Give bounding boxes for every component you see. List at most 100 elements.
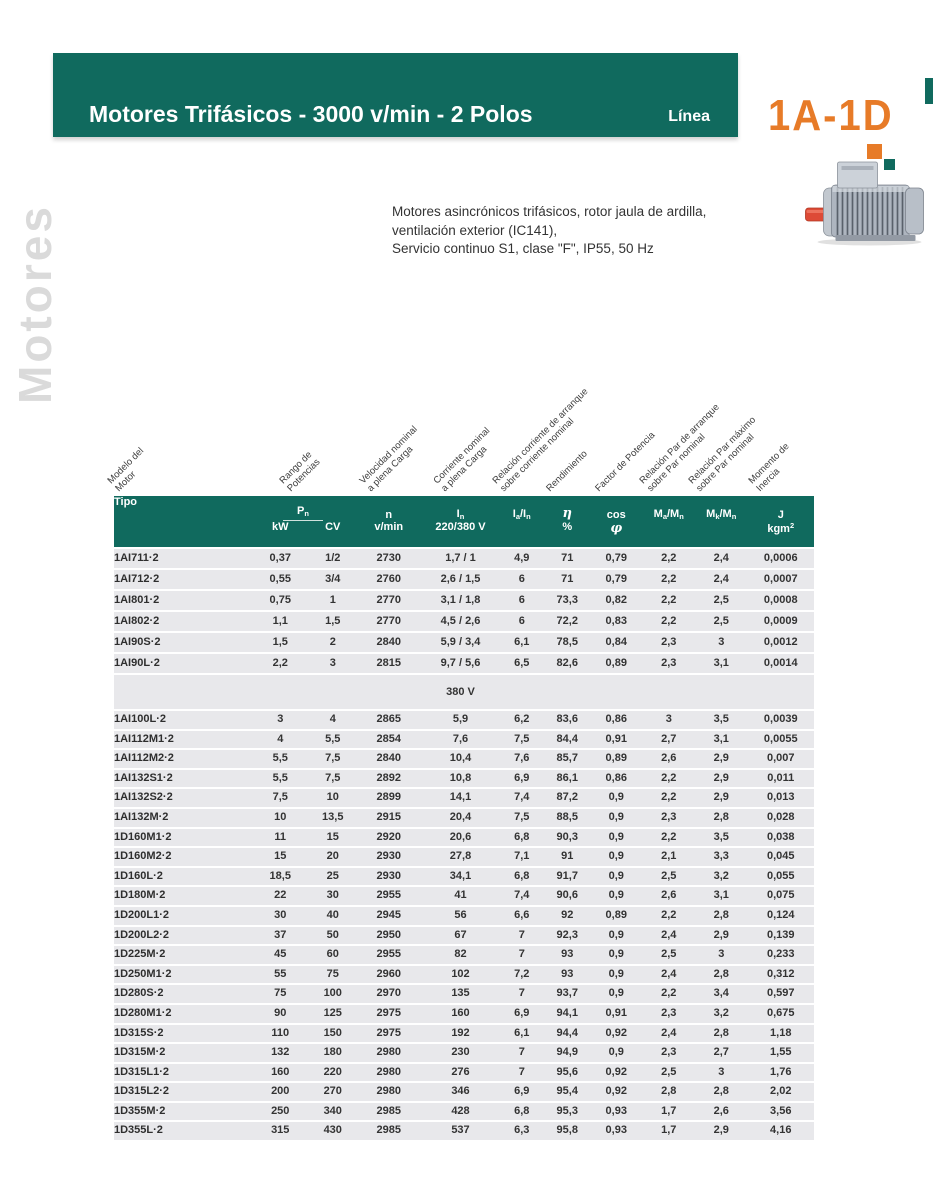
value-cell: 0,9 — [590, 788, 643, 809]
value-cell: 20,4 — [422, 807, 499, 829]
separator-cell — [250, 674, 310, 711]
value-cell: 10,8 — [422, 768, 499, 790]
value-cell: 2,6 — [695, 1101, 748, 1123]
value-cell: 1,18 — [747, 1023, 814, 1045]
value-cell: 2,8 — [695, 1023, 748, 1045]
value-cell: 6,1 — [499, 1023, 545, 1045]
value-cell: 90 — [250, 1003, 310, 1025]
value-cell: 56 — [422, 905, 499, 927]
header-cell: cos — [590, 496, 643, 521]
value-cell: 0,675 — [747, 1003, 814, 1025]
model-cell: 1D200L1·2 — [114, 905, 251, 927]
value-cell: 7 — [499, 925, 545, 947]
table-row: 1D200L1·2 30 40 2945 56 6,6 92 0,89 2,2 2,8 0,124 — [114, 905, 814, 927]
value-cell: 0,82 — [590, 590, 643, 612]
value-cell: 7,2 — [499, 964, 545, 986]
value-cell: 276 — [422, 1062, 499, 1084]
table-row: 1D200L2·2 37 50 2950 67 7 92,3 0,9 2,4 2,9 0,139 — [114, 925, 814, 947]
value-cell: 2,9 — [695, 788, 748, 809]
separator-cell — [544, 674, 590, 711]
value-cell: 0,0039 — [747, 710, 814, 731]
value-cell: 537 — [422, 1121, 499, 1143]
model-cell: 1D160M2·2 — [114, 847, 251, 868]
value-cell: 3 — [695, 1062, 748, 1084]
value-cell: 135 — [422, 984, 499, 1005]
value-cell: 67 — [422, 925, 499, 947]
value-cell: 88,5 — [544, 807, 590, 829]
table-row: 1AI100L·2 3 4 2865 5,9 6,2 83,6 0,86 3 3,5 0,0039 — [114, 710, 814, 731]
value-cell: 50 — [310, 925, 356, 947]
value-cell: 2840 — [355, 632, 422, 654]
vertical-motores-label: Motores — [9, 204, 61, 404]
value-cell: 2,9 — [695, 1121, 748, 1143]
value-cell: 34,1 — [422, 866, 499, 888]
value-cell: 45 — [250, 945, 310, 966]
value-cell: 2970 — [355, 984, 422, 1005]
series-badge: 1A-1D — [768, 92, 894, 140]
value-cell: 1,7 — [642, 1101, 695, 1123]
value-cell: 2,8 — [642, 1082, 695, 1103]
value-cell: 3,1 — [695, 653, 748, 675]
value-cell: 0,233 — [747, 945, 814, 966]
value-cell: 3 — [250, 710, 310, 731]
value-cell: 3,4 — [695, 984, 748, 1005]
value-cell: 3,1 — [695, 886, 748, 907]
value-cell: 2,5 — [695, 611, 748, 633]
value-cell: 1,5 — [310, 611, 356, 633]
table-row: 1AI112M1·2 4 5,5 2854 7,6 7,5 84,4 0,91 2,7 3,1 0,… — [114, 729, 814, 751]
value-cell: 2840 — [355, 749, 422, 770]
value-cell: 5,5 — [310, 729, 356, 751]
value-cell: 0,92 — [590, 1082, 643, 1103]
value-cell: 2980 — [355, 1062, 422, 1084]
value-cell: 0,75 — [250, 590, 310, 612]
value-cell: 6 — [499, 569, 545, 591]
value-cell: 0,9 — [590, 807, 643, 829]
value-cell: 0,139 — [747, 925, 814, 947]
value-cell: 6,9 — [499, 768, 545, 790]
value-cell: 91,7 — [544, 866, 590, 888]
table-row: 1AI132S1·2 5,5 7,5 2892 10,8 6,9 86,1 0,86 2,2 2,… — [114, 768, 814, 790]
value-cell: 2,8 — [695, 807, 748, 829]
model-cell: 1AI711·2 — [114, 547, 251, 570]
header-cell: η — [544, 496, 590, 521]
model-cell: 1AI112M2·2 — [114, 749, 251, 770]
value-cell: 82,6 — [544, 653, 590, 675]
value-cell: 192 — [422, 1023, 499, 1045]
value-cell: 2,4 — [642, 1023, 695, 1045]
table-row: 1D225M·2 45 60 2955 82 7 93 0,9 2,5 3 0,233 — [114, 945, 814, 966]
separator-cell — [747, 674, 814, 711]
value-cell: 15 — [250, 847, 310, 868]
value-cell: 27,8 — [422, 847, 499, 868]
separator-cell — [695, 674, 748, 711]
value-cell: 22 — [250, 886, 310, 907]
value-cell: 2,3 — [642, 1043, 695, 1064]
value-cell: 1,7 / 1 — [422, 547, 499, 570]
value-cell: 0,92 — [590, 1062, 643, 1084]
value-cell: 6,8 — [499, 866, 545, 888]
value-cell: 30 — [250, 905, 310, 927]
model-cell: 1AI132M·2 — [114, 807, 251, 829]
value-cell: 85,7 — [544, 749, 590, 770]
value-cell: 2,2 — [642, 768, 695, 790]
value-cell: 0,55 — [250, 569, 310, 591]
value-cell: 2,1 — [642, 847, 695, 868]
model-cell: 1AI90S·2 — [114, 632, 251, 654]
value-cell: 0,312 — [747, 964, 814, 986]
value-cell: 220 — [310, 1062, 356, 1084]
value-cell: 18,5 — [250, 866, 310, 888]
value-cell: 3,1 — [695, 729, 748, 751]
table-row: 1D315M·2 132 180 2980 230 7 94,9 0,9 2,3 2,7 1,55 — [114, 1043, 814, 1064]
value-cell: 2955 — [355, 945, 422, 966]
rotated-header: Relación corriente de arranque sobre corr… — [490, 386, 591, 494]
table-row: 1D315L1·2 160 220 2980 276 7 95,6 0,92 2,5 3 1,76 — [114, 1062, 814, 1084]
value-cell: 92 — [544, 905, 590, 927]
model-cell: 1D355M·2 — [114, 1101, 251, 1123]
value-cell: 2,2 — [642, 569, 695, 591]
value-cell: 40 — [310, 905, 356, 927]
value-cell: 7,5 — [250, 788, 310, 809]
description-line: Servicio continuo S1, clase "F", IP55, 5… — [392, 241, 654, 256]
model-cell: 1D160L·2 — [114, 866, 251, 888]
value-cell: 0,013 — [747, 788, 814, 809]
value-cell: 14,1 — [422, 788, 499, 809]
value-cell: 2,5 — [642, 866, 695, 888]
